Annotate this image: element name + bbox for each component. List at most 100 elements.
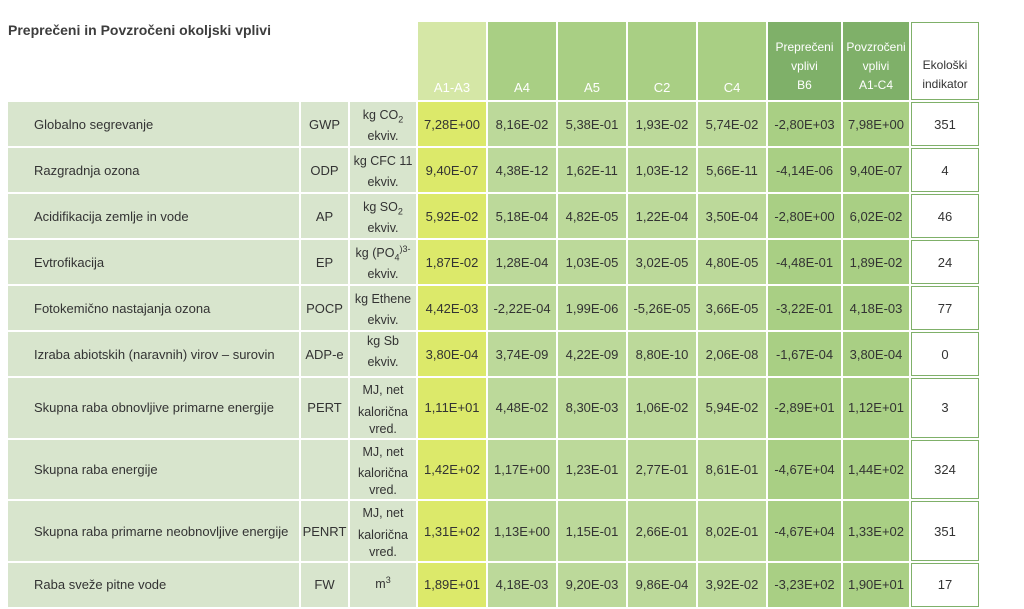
- impact-abbr: GWP: [301, 102, 348, 146]
- value-c4: 4,80E-05: [698, 240, 766, 284]
- impact-unit: kg CO2 ekviv.: [350, 102, 416, 146]
- value-c2: 1,93E-02: [628, 102, 696, 146]
- value-c2: 9,86E-04: [628, 562, 696, 607]
- value-c4: 3,66E-05: [698, 286, 766, 330]
- value-c4: 5,94E-02: [698, 378, 766, 438]
- value-a4: 4,48E-02: [488, 378, 556, 438]
- impact-unit: kg Sb ekviv.: [350, 332, 416, 376]
- impact-unit: m3: [350, 562, 416, 607]
- value-c2: 2,77E-01: [628, 439, 696, 500]
- value-b6: -2,89E+01: [768, 378, 841, 438]
- value-a4: 3,74E-09: [488, 332, 556, 376]
- impact-abbr: POCP: [301, 286, 348, 330]
- impact-name: Razgradnja ozona: [8, 148, 299, 192]
- value-c2: 1,03E-12: [628, 148, 696, 192]
- value-a1c4: 1,90E+01: [843, 562, 909, 607]
- value-c2: -5,26E-05: [628, 286, 696, 330]
- col-header-b6: Preprečeni vplivi B6: [768, 22, 841, 100]
- col-header-a1c4: Povzročeni vplivi A1-C4: [843, 22, 909, 100]
- value-indicator: 17: [911, 562, 979, 607]
- impact-name: Acidifikacija zemlje in vode: [8, 194, 299, 238]
- impact-abbr: AP: [301, 194, 348, 238]
- impact-unit: MJ, net kalorična vred.: [350, 439, 416, 500]
- impact-unit: MJ, net kalorična vred.: [350, 378, 416, 438]
- value-indicator: 46: [911, 194, 979, 238]
- value-a4: 1,13E+00: [488, 501, 556, 561]
- value-a1a3: 7,28E+00: [418, 102, 486, 146]
- value-a1c4: 1,12E+01: [843, 378, 909, 438]
- value-a1a3: 1,42E+02: [418, 439, 486, 500]
- impact-name: Skupna raba primarne neobnovljive energi…: [8, 501, 299, 561]
- impact-abbr: EP: [301, 240, 348, 284]
- value-c4: 8,61E-01: [698, 439, 766, 500]
- value-a4: 1,28E-04: [488, 240, 556, 284]
- value-b6: -2,80E+03: [768, 102, 841, 146]
- table-row: Skupna raba obnovljive primarne energije…: [8, 378, 979, 438]
- value-a5: 1,23E-01: [558, 439, 626, 500]
- table-row: Izraba abiotskih (naravnih) virov – suro…: [8, 332, 979, 376]
- value-b6: -3,22E-01: [768, 286, 841, 330]
- value-a1a3: 5,92E-02: [418, 194, 486, 238]
- impact-unit: kg (PO4)3- ekviv.: [350, 240, 416, 284]
- value-a4: 4,18E-03: [488, 562, 556, 607]
- value-a5: 9,20E-03: [558, 562, 626, 607]
- value-a1a3: 1,11E+01: [418, 378, 486, 438]
- impact-name: Globalno segrevanje: [8, 102, 299, 146]
- value-c4: 8,02E-01: [698, 501, 766, 561]
- value-c2: 8,80E-10: [628, 332, 696, 376]
- environmental-impacts-table: A1-A3 A4 A5 C2 C4 Preprečeni vplivi B6 P…: [6, 20, 981, 609]
- value-b6: -4,14E-06: [768, 148, 841, 192]
- col-header-a4: A4: [488, 22, 556, 100]
- impact-abbr: PERT: [301, 378, 348, 438]
- col-header-c4: C4: [698, 22, 766, 100]
- value-indicator: 77: [911, 286, 979, 330]
- table-row: Acidifikacija zemlje in vode AP kg SO2 ek…: [8, 194, 979, 238]
- value-a1c4: 7,98E+00: [843, 102, 909, 146]
- value-a1a3: 4,42E-03: [418, 286, 486, 330]
- value-a5: 1,99E-06: [558, 286, 626, 330]
- table-row: Skupna raba primarne neobnovljive energi…: [8, 501, 979, 561]
- value-a1a3: 1,87E-02: [418, 240, 486, 284]
- value-a5: 4,82E-05: [558, 194, 626, 238]
- table-row: Raba sveže pitne vode FW m3 1,89E+01 4,1…: [8, 562, 979, 607]
- table-row: Globalno segrevanje GWP kg CO2 ekviv. 7,2…: [8, 102, 979, 146]
- value-a4: 4,38E-12: [488, 148, 556, 192]
- col-header-a5: A5: [558, 22, 626, 100]
- impact-abbr: FW: [301, 562, 348, 607]
- value-a1a3: 9,40E-07: [418, 148, 486, 192]
- impact-name: Evtrofikacija: [8, 240, 299, 284]
- impact-abbr: ADP-e: [301, 332, 348, 376]
- value-a5: 1,03E-05: [558, 240, 626, 284]
- col-header-indicator: Ekološki indikator: [911, 22, 979, 100]
- impact-unit: kg CFC 11 ekviv.: [350, 148, 416, 192]
- impact-name: Skupna raba energije: [8, 439, 299, 500]
- impact-name: Raba sveže pitne vode: [8, 562, 299, 607]
- value-a4: 5,18E-04: [488, 194, 556, 238]
- value-a5: 1,62E-11: [558, 148, 626, 192]
- value-a1c4: 1,33E+02: [843, 501, 909, 561]
- impact-abbr: [301, 439, 348, 500]
- value-a5: 5,38E-01: [558, 102, 626, 146]
- value-b6: -4,67E+04: [768, 501, 841, 561]
- header-row: A1-A3 A4 A5 C2 C4 Preprečeni vplivi B6 P…: [8, 22, 979, 100]
- value-a4: 1,17E+00: [488, 439, 556, 500]
- value-a1c4: 1,89E-02: [843, 240, 909, 284]
- value-a1c4: 3,80E-04: [843, 332, 909, 376]
- value-c4: 2,06E-08: [698, 332, 766, 376]
- value-c2: 1,06E-02: [628, 378, 696, 438]
- value-a4: -2,22E-04: [488, 286, 556, 330]
- value-c2: 3,02E-05: [628, 240, 696, 284]
- value-c4: 3,50E-04: [698, 194, 766, 238]
- value-c4: 5,74E-02: [698, 102, 766, 146]
- value-b6: -2,80E+00: [768, 194, 841, 238]
- value-b6: -3,23E+02: [768, 562, 841, 607]
- value-a1c4: 6,02E-02: [843, 194, 909, 238]
- table-row: Razgradnja ozona ODP kg CFC 11 ekviv. 9,4…: [8, 148, 979, 192]
- value-a1a3: 1,89E+01: [418, 562, 486, 607]
- value-b6: -4,48E-01: [768, 240, 841, 284]
- table-row: Skupna raba energije MJ, net kalorična vr…: [8, 439, 979, 500]
- value-indicator: 0: [911, 332, 979, 376]
- impact-unit: kg Ethene ekviv.: [350, 286, 416, 330]
- value-a1a3: 1,31E+02: [418, 501, 486, 561]
- value-b6: -1,67E-04: [768, 332, 841, 376]
